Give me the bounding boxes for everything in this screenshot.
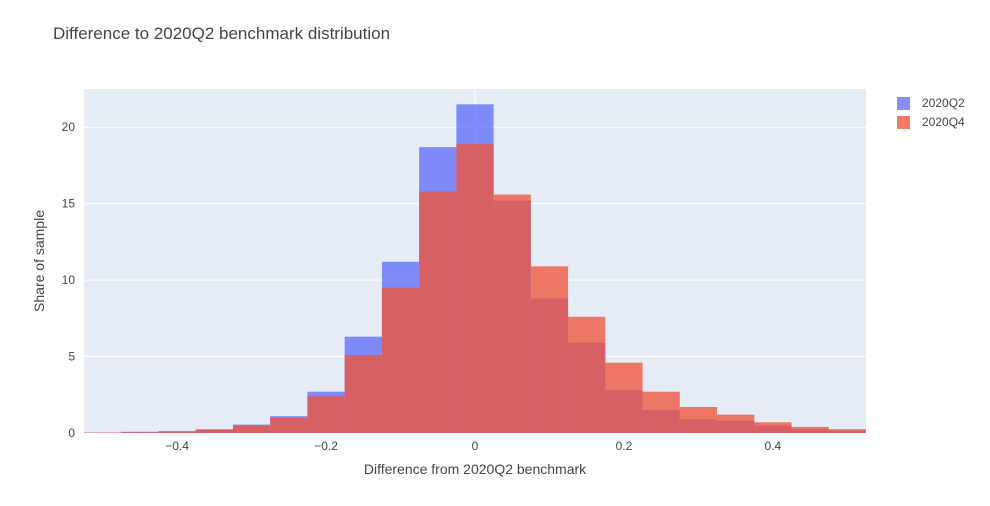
x-axis-label: Difference from 2020Q2 benchmark — [364, 461, 587, 477]
y-tick-label: 15 — [62, 197, 76, 211]
legend-swatch — [897, 116, 910, 129]
legend: 2020Q2 2020Q4 — [897, 96, 965, 129]
x-tick-label: 0 — [472, 439, 479, 453]
series-2020Q4 — [84, 144, 866, 434]
legend-swatch — [897, 97, 910, 110]
legend-item-2020Q2[interactable]: 2020Q2 — [897, 96, 965, 110]
y-tick-label: 5 — [68, 350, 75, 364]
bar-2020Q4-2[interactable] — [158, 431, 196, 433]
chart-title: Difference to 2020Q2 benchmark distribut… — [53, 24, 390, 43]
y-tick-label: 0 — [68, 426, 75, 440]
bar-2020Q4-8[interactable] — [381, 287, 420, 433]
x-tick-label: −0.4 — [165, 439, 189, 453]
bars — [84, 104, 866, 434]
bar-2020Q4-15[interactable] — [642, 391, 680, 433]
x-axis-ticks: −0.4 −0.2 0 0.2 0.4 — [165, 439, 781, 453]
bar-2020Q4-19[interactable] — [791, 426, 829, 433]
y-tick-label: 20 — [62, 120, 76, 134]
bar-2020Q4-4[interactable] — [232, 425, 271, 433]
bar-2020Q4-16[interactable] — [679, 407, 718, 433]
bar-2020Q4-14[interactable] — [605, 362, 643, 433]
bar-2020Q4-5[interactable] — [270, 417, 308, 433]
legend-label: 2020Q2 — [922, 96, 965, 110]
y-axis-label: Share of sample — [31, 210, 47, 312]
x-tick-label: 0.2 — [616, 439, 633, 453]
bar-2020Q4-13[interactable] — [568, 316, 606, 433]
y-axis-ticks: 0 5 10 15 20 — [62, 120, 76, 440]
legend-label: 2020Q4 — [922, 115, 965, 129]
bar-2020Q4-11[interactable] — [493, 194, 531, 433]
bar-2020Q4-3[interactable] — [195, 429, 233, 433]
bar-2020Q4-12[interactable] — [530, 266, 569, 433]
x-tick-label: −0.2 — [314, 439, 338, 453]
bar-2020Q4-20[interactable] — [828, 429, 866, 433]
bar-2020Q4-6[interactable] — [307, 396, 345, 433]
y-tick-label: 10 — [62, 273, 76, 287]
bar-2020Q4-17[interactable] — [717, 414, 755, 433]
legend-item-2020Q4[interactable]: 2020Q4 — [897, 115, 965, 129]
bar-2020Q4-7[interactable] — [344, 355, 382, 433]
bar-2020Q4-9[interactable] — [419, 191, 457, 433]
x-tick-label: 0.4 — [765, 439, 782, 453]
bar-2020Q4-1[interactable] — [121, 432, 159, 433]
bar-2020Q4-18[interactable] — [754, 422, 792, 433]
bar-2020Q4-10[interactable] — [456, 144, 494, 434]
